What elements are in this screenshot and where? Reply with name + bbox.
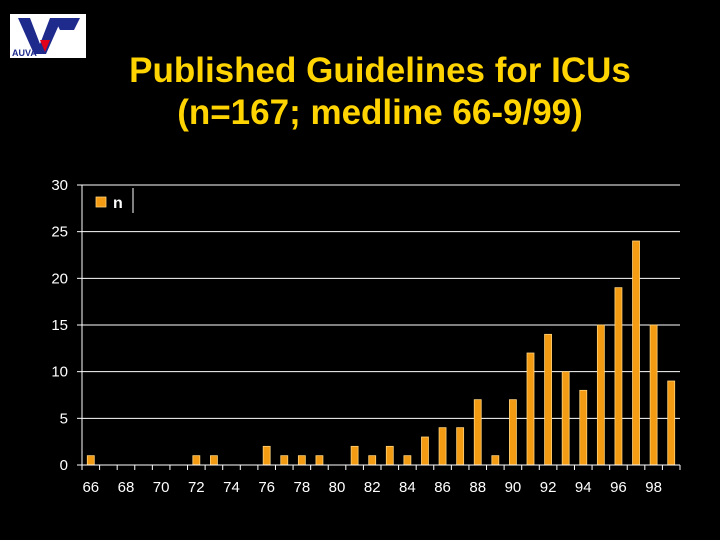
bar-78 bbox=[297, 455, 306, 466]
bar-87 bbox=[456, 427, 465, 466]
x-tick-label: 94 bbox=[575, 479, 592, 496]
x-tick-label: 66 bbox=[82, 479, 99, 496]
bar-89 bbox=[491, 455, 500, 466]
x-tick-label: 80 bbox=[329, 479, 346, 496]
bar-97 bbox=[632, 240, 640, 466]
bar-94 bbox=[579, 389, 588, 466]
y-tick-labels: 0 5 10 15 20 25 30 bbox=[51, 177, 68, 474]
x-tick-label: 96 bbox=[610, 479, 627, 496]
x-tick-label: 68 bbox=[118, 479, 135, 496]
bar-73 bbox=[210, 455, 218, 466]
auva-logo: AUVA bbox=[10, 14, 86, 58]
bar-84 bbox=[403, 455, 412, 466]
bar-93 bbox=[561, 371, 570, 466]
title-line-2: (n=167; medline 66-9/99) bbox=[177, 93, 583, 132]
bars bbox=[86, 240, 676, 466]
legend-label: n bbox=[113, 195, 123, 212]
bar-86 bbox=[438, 427, 447, 466]
chart-title: Published Guidelines for ICUs (n=167; me… bbox=[40, 50, 720, 134]
bar-99 bbox=[667, 380, 676, 466]
y-tick-label: 20 bbox=[51, 270, 68, 287]
bar-76 bbox=[262, 445, 271, 466]
x-tick-label: 98 bbox=[645, 479, 662, 496]
y-tick-label: 10 bbox=[51, 364, 68, 381]
x-tick-label: 88 bbox=[469, 479, 486, 496]
bar-92 bbox=[544, 333, 552, 466]
legend-swatch bbox=[95, 196, 107, 208]
x-tick-label: 92 bbox=[540, 479, 557, 496]
bar-81 bbox=[350, 445, 359, 466]
bar-66 bbox=[86, 455, 95, 466]
bar-82 bbox=[368, 455, 377, 466]
x-tick-label: 86 bbox=[434, 479, 451, 496]
y-tick-label: 30 bbox=[51, 177, 68, 194]
bar-85 bbox=[421, 436, 429, 466]
gridlines bbox=[82, 184, 680, 419]
x-tick-label: 84 bbox=[399, 479, 416, 496]
bar-83 bbox=[385, 445, 394, 466]
bar-77 bbox=[280, 455, 289, 466]
x-tick-label: 78 bbox=[294, 479, 311, 496]
x-tick-label: 70 bbox=[153, 479, 170, 496]
x-tick-labels: 66 68 70 72 74 76 78 80 82 84 86 88 90 92 94 96 98 bbox=[82, 479, 662, 496]
bar-79 bbox=[315, 455, 324, 466]
title-line-1: Published Guidelines for ICUs bbox=[129, 51, 631, 90]
y-tick-label: 15 bbox=[51, 317, 68, 334]
x-tick-label: 74 bbox=[223, 479, 240, 496]
x-tick-label: 72 bbox=[188, 479, 205, 496]
bar-91 bbox=[526, 352, 535, 466]
bar-96 bbox=[614, 287, 623, 466]
y-tick-label: 5 bbox=[60, 410, 68, 427]
logo-text: AUVA bbox=[12, 48, 37, 58]
bar-98 bbox=[649, 324, 658, 466]
axes bbox=[77, 184, 681, 470]
y-tick-label: 25 bbox=[51, 224, 68, 241]
x-tick-label: 90 bbox=[505, 479, 522, 496]
bar-90 bbox=[509, 399, 517, 466]
y-tick-label: 0 bbox=[60, 457, 68, 474]
x-tick-label: 82 bbox=[364, 479, 381, 496]
bar-88 bbox=[473, 399, 482, 466]
legend: n bbox=[95, 188, 134, 213]
bar-95 bbox=[596, 324, 605, 466]
bar-72 bbox=[192, 455, 201, 466]
x-tick-label: 76 bbox=[258, 479, 275, 496]
